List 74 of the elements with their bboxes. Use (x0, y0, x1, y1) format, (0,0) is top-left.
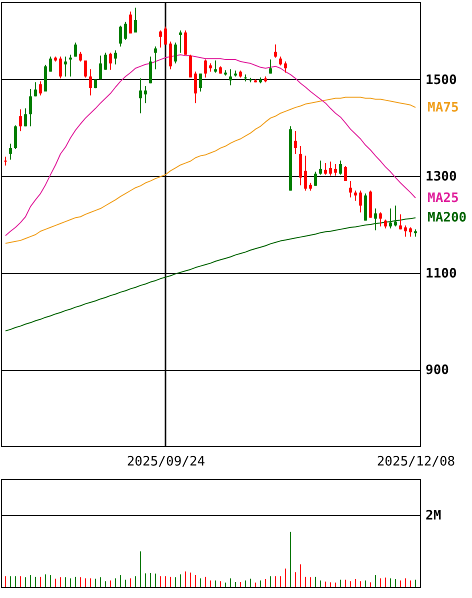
candlestick (389, 208, 392, 229)
x-tick-label: 2025/12/08 (376, 454, 456, 470)
line-series (5, 96, 416, 244)
candlestick (14, 124, 17, 150)
candlestick (114, 50, 117, 65)
candlestick (104, 52, 107, 70)
y-tick-label: 1300 (426, 170, 457, 185)
candlestick (339, 160, 342, 176)
candlestick (319, 160, 322, 176)
candlestick (204, 59, 207, 78)
candlestick (134, 7, 137, 33)
candlestick (404, 224, 407, 238)
candlestick (154, 46, 157, 70)
y-tick-label: 900 (426, 363, 450, 378)
candlestick (214, 60, 217, 74)
candlestick (304, 155, 307, 192)
candlestick (169, 41, 172, 70)
candlestick (359, 190, 362, 213)
candlestick (29, 88, 32, 127)
candlestick (349, 180, 352, 198)
candlestick (39, 80, 42, 96)
series-label: MA25 (428, 190, 459, 206)
candlestick (294, 130, 297, 154)
candlestick (179, 30, 182, 54)
candlestick (174, 42, 177, 64)
y-tick-label: 2M (426, 508, 442, 524)
series-label: MA200 (428, 210, 467, 226)
y-tick-label: 1100 (426, 266, 457, 282)
candlestick (194, 71, 197, 104)
candlestick (399, 214, 402, 230)
candlestick (74, 42, 77, 58)
candlestick (354, 190, 357, 202)
candlestick (129, 11, 132, 34)
candlestick (189, 54, 192, 78)
candlestick (164, 26, 167, 46)
x-tick-label: 2025/09/24 (126, 454, 206, 470)
candlestick (109, 52, 112, 70)
candlestick (379, 212, 382, 227)
candlestick (394, 205, 397, 227)
candlestick (64, 56, 67, 77)
candlestick (409, 226, 412, 238)
candlestick (329, 161, 332, 176)
series-label: MA75 (428, 100, 459, 116)
candlestick (69, 54, 72, 77)
candlestick (84, 60, 87, 78)
candlestick (334, 164, 337, 176)
candlestick (274, 44, 277, 58)
line-series (5, 217, 416, 332)
candlestick (24, 108, 27, 127)
candlestick (89, 68, 92, 96)
candlestick (79, 51, 82, 62)
candlestick (284, 60, 287, 74)
candlestick (34, 82, 37, 97)
candlestick (139, 78, 142, 114)
candlestick (344, 165, 347, 182)
candlestick (149, 56, 152, 84)
candlestick (269, 59, 272, 74)
candlestick (324, 162, 327, 176)
candlestick (184, 30, 187, 56)
candlestick (144, 86, 147, 104)
candlestick (99, 55, 102, 80)
candlestick (124, 21, 127, 40)
y-tick-label: 1500 (426, 72, 457, 88)
candlestick (314, 171, 317, 186)
candlestick (9, 143, 12, 160)
candlestick (19, 108, 22, 132)
candlestick (299, 146, 302, 186)
candlestick (159, 30, 162, 48)
candlestick (119, 25, 122, 47)
candlestick (374, 208, 377, 231)
candlestick (229, 68, 232, 86)
candlestick (199, 73, 202, 92)
candlestick (49, 56, 52, 72)
candlestick (59, 56, 62, 79)
